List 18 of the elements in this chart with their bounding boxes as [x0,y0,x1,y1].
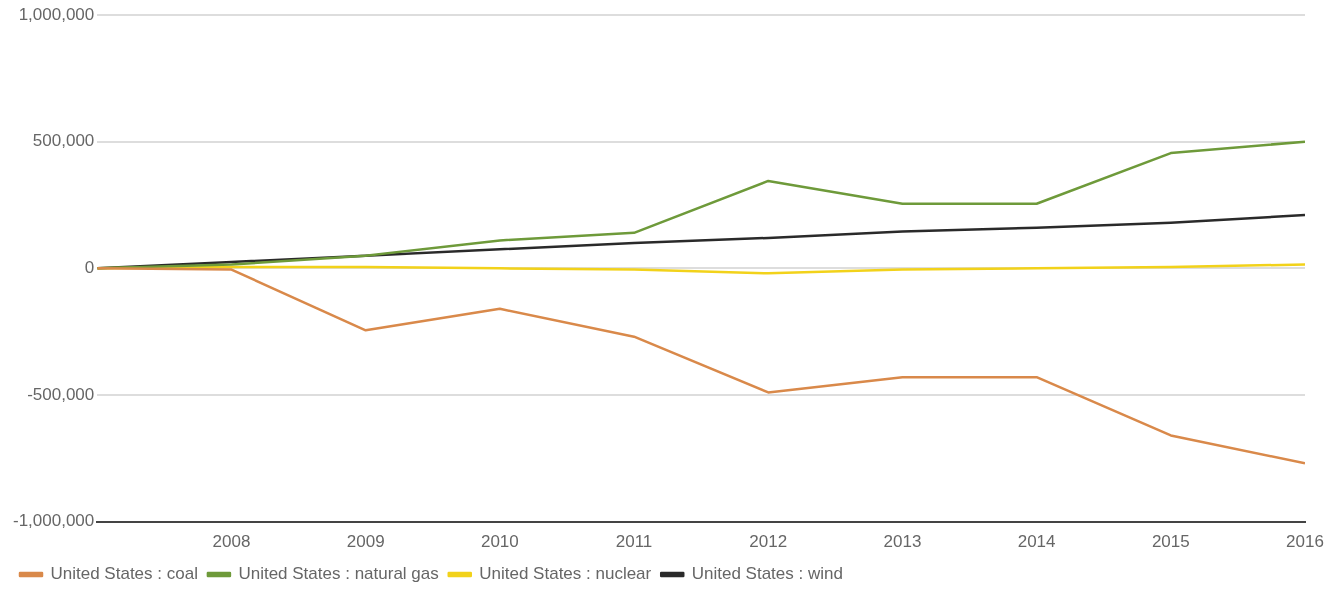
legend-label: United States : nuclear [479,564,652,584]
x-tick-label: 2009 [346,532,385,552]
x-tick-label: 2011 [615,532,653,552]
legend-label: United States : natural gas [238,564,439,584]
x-tick-label: 2012 [749,532,788,552]
x-tick-label: 2010 [480,532,519,552]
x-tick-label: 2015 [1151,532,1190,552]
legend-label: United States : wind [691,564,843,584]
y-tick-label: 500,000 [32,131,95,151]
y-tick-label: -1,000,000 [12,511,95,531]
x-tick-label: 2013 [883,532,922,552]
y-tick-label: 1,000,000 [18,4,95,24]
y-tick-label: 0 [84,257,95,277]
x-tick-label: 2014 [1017,532,1056,552]
y-tick-label: -500,000 [27,384,95,404]
legend-label: United States : coal [50,564,198,584]
x-tick-label: 2008 [212,532,251,552]
x-tick-label: 2016 [1286,532,1324,552]
